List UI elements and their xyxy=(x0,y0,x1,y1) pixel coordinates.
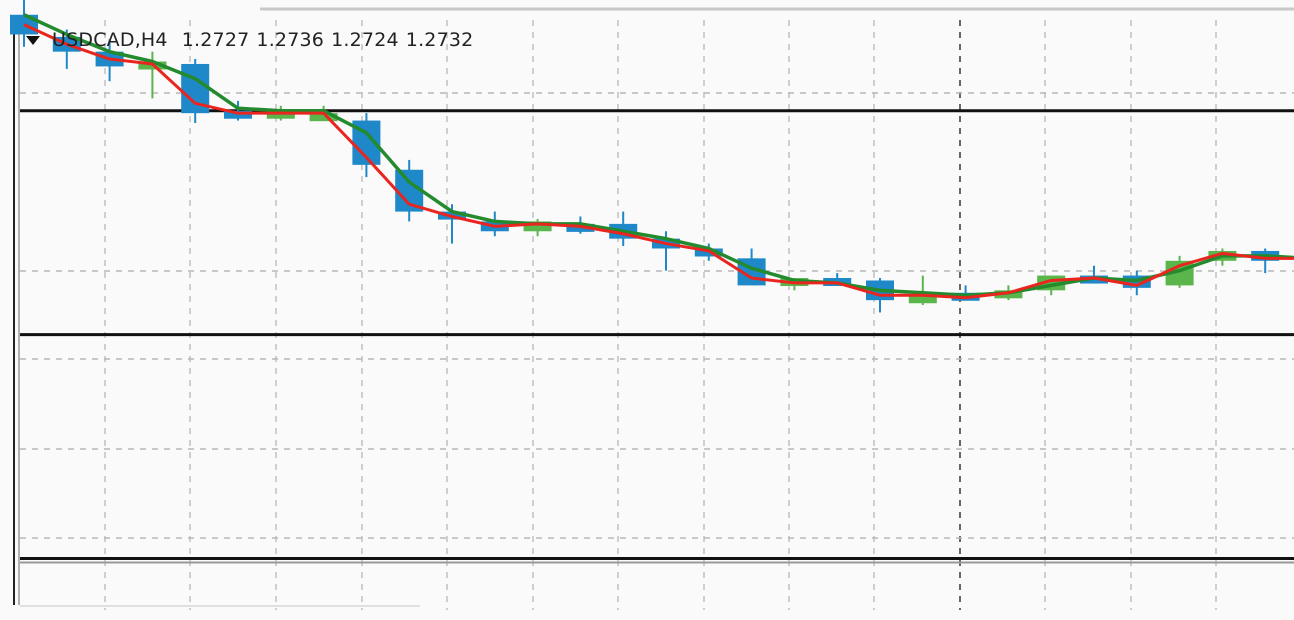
candle-body xyxy=(266,110,295,119)
low-price: 1.2724 xyxy=(331,29,399,51)
grid xyxy=(20,20,1294,610)
symbol-label: USDCAD,H4 xyxy=(52,29,168,51)
candle-body xyxy=(908,295,937,304)
ma-fast-line xyxy=(23,23,1294,300)
chart-header: USDCAD,H4 1.2727 1.2736 1.2724 1.2732 xyxy=(26,26,480,54)
close-price: 1.2732 xyxy=(405,29,474,51)
candle-body xyxy=(224,110,252,119)
moving-averages xyxy=(23,13,1294,300)
candle-body xyxy=(523,221,552,232)
candle-body xyxy=(309,113,338,122)
horizontal-levels xyxy=(20,109,1294,564)
chart-menu-triangle-icon[interactable] xyxy=(26,35,40,45)
open-price: 1.2727 xyxy=(181,29,250,51)
high-price: 1.2736 xyxy=(256,29,325,51)
candle-body xyxy=(566,223,595,232)
